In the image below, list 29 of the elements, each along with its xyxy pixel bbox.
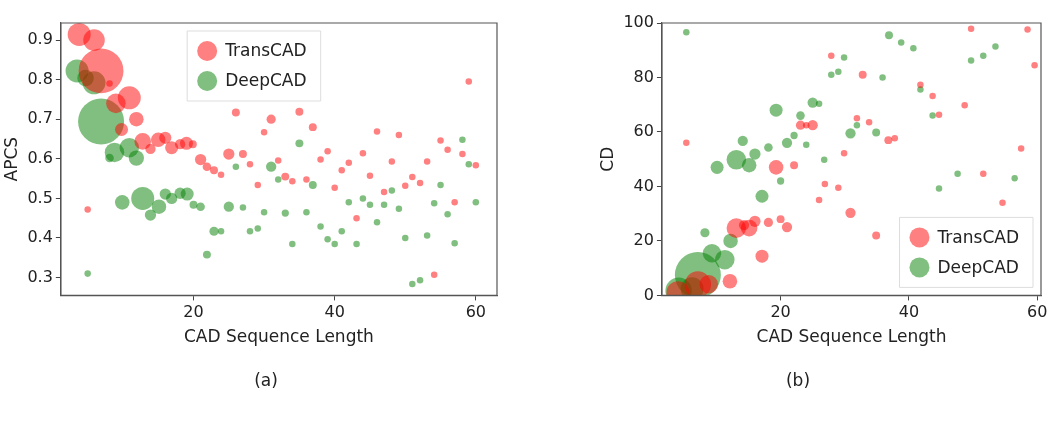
y-tick-label: 80 (633, 66, 654, 86)
legend-label: TransCAD (936, 226, 1019, 247)
x-tick-label: 40 (898, 302, 920, 322)
x-axis-title: CAD Sequence Length (756, 326, 947, 347)
y-tick-label: 0.4 (27, 227, 53, 247)
x-tick-label: 60 (465, 302, 487, 322)
y-tick-label: 60 (633, 121, 654, 141)
y-tick-label: 0.6 (27, 147, 53, 167)
text: (a) (253, 370, 279, 390)
y-tick-label: 0 (643, 284, 654, 304)
y-tick-label: 0.8 (27, 68, 53, 88)
legend-label: DeepCAD (225, 70, 307, 91)
y-tick-label: 0.3 (27, 266, 53, 286)
y-axis-title: APCS (0, 136, 21, 182)
x-tick-label: 60 (1026, 302, 1048, 322)
y-tick-label: 0.5 (27, 187, 53, 207)
text: (b) (784, 370, 812, 390)
x-axis-title: CAD Sequence Length (183, 326, 374, 347)
legend-label: TransCAD (224, 40, 307, 61)
y-tick-label: 0.7 (27, 108, 53, 128)
y-axis-title: CD (596, 146, 617, 172)
y-tick-label: 20 (633, 230, 654, 250)
x-tick-label: 20 (770, 302, 791, 322)
y-tick-label: 100 (623, 12, 654, 32)
y-tick-label: 0.9 (27, 29, 53, 49)
y-tick-label: 40 (633, 175, 654, 195)
legend-label: DeepCAD (937, 256, 1019, 277)
x-tick-label: 40 (324, 302, 345, 322)
x-tick-label: 20 (183, 302, 204, 322)
